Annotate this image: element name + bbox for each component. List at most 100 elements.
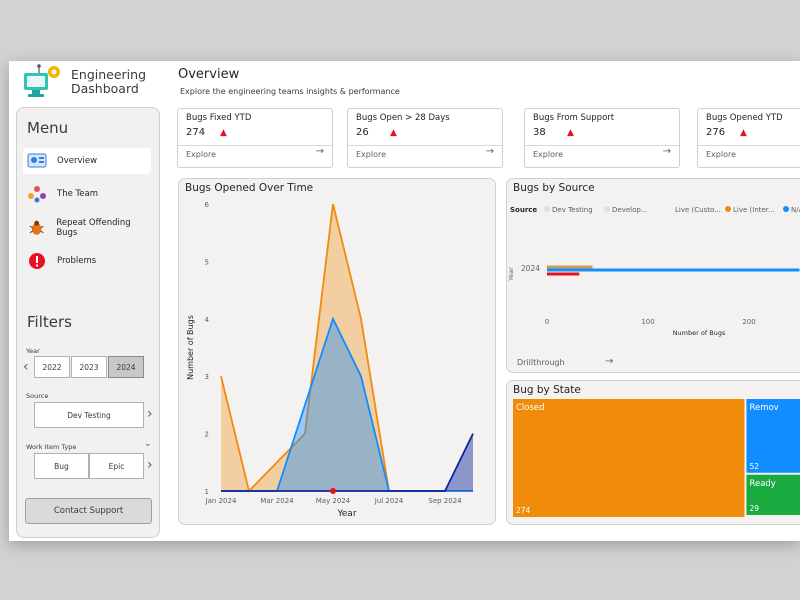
y-tick-label: 2 <box>205 431 209 439</box>
legend-item: Dev Testing <box>552 206 593 214</box>
chevron-left-icon[interactable]: ‹ <box>23 359 29 375</box>
kpi-title: Bugs Opened YTD <box>706 113 783 123</box>
x-tick-label: 100 <box>641 318 654 326</box>
y-tick-label: 4 <box>205 316 210 324</box>
chart-title: Bugs Opened Over Time <box>185 182 314 194</box>
legend-swatch <box>544 206 550 212</box>
kpi-title: Bugs Open > 28 Days <box>356 113 450 123</box>
y-tick-label: 5 <box>205 258 209 266</box>
page-title: Overview <box>178 67 240 82</box>
work-item-filter-label: Work Item Type <box>26 443 77 451</box>
kpi-card-bugs-opened: Bugs Opened YTD 276 ▲ Explore <box>697 108 800 168</box>
data-marker <box>330 488 336 494</box>
team-icon <box>28 186 46 203</box>
app-title: Engineering Dashboard <box>71 67 146 96</box>
engineering-logo-icon <box>24 64 60 97</box>
source-filter-label: Source <box>26 392 49 400</box>
legend-swatch <box>783 206 789 212</box>
y-axis-title: Year <box>507 267 515 282</box>
legend-item: Live (Inter... <box>733 206 775 214</box>
y-tick-label: 6 <box>205 201 210 209</box>
kpi-title: Bugs From Support <box>533 113 615 123</box>
y-tick-label: 3 <box>205 373 209 381</box>
treemap-label: Ready <box>749 479 775 489</box>
bugs-opened-over-time-card: Bugs Opened Over Time 1 2 3 4 5 6 Jan 2024 Mar … <box>178 178 496 525</box>
kpi-value: 276 <box>706 127 726 138</box>
sidebar-item-label: Repeat Offending Bugs <box>56 218 131 238</box>
treemap-value: 274 <box>516 506 531 515</box>
series-line <box>221 433 474 492</box>
legend-swatch <box>667 206 673 212</box>
legend-item: Develop... <box>612 206 648 214</box>
y-tick-label: 2024 <box>521 264 540 273</box>
treemap-value: 52 <box>749 462 759 471</box>
bugs-over-time-chart: 1 2 3 4 5 6 Jan 2024 Mar 2024 May 2024 Jul 2024 Se… <box>186 201 474 519</box>
year-option-2024[interactable]: 2024 <box>108 356 144 378</box>
sidebar: Menu Overview The Team Repeat Offending … <box>16 107 160 538</box>
sidebar-item-label: Problems <box>57 256 97 266</box>
kpi-explore-link[interactable]: Explore <box>186 150 217 159</box>
treemap-value: 29 <box>749 504 759 513</box>
treemap-label: Closed <box>516 403 545 413</box>
x-tick-label: 0 <box>545 318 549 326</box>
kpi-value: 274 <box>186 127 206 138</box>
sidebar-item-label: Overview <box>57 156 98 166</box>
sidebar-item-repeat-offending-bugs[interactable]: Repeat Offending Bugs <box>23 215 151 241</box>
trend-up-icon: ▲ <box>220 128 227 138</box>
menu-title: Menu <box>27 119 69 137</box>
bug-icon <box>29 220 44 235</box>
x-tick-label: May 2024 <box>316 497 351 505</box>
arrow-right-icon[interactable]: → <box>485 146 494 157</box>
contact-support-button[interactable]: Contact Support <box>25 498 152 524</box>
y-tick-label: 1 <box>205 488 209 496</box>
kpi-title: Bugs Fixed YTD <box>186 113 252 123</box>
treemap-label: Remov <box>749 403 778 413</box>
x-axis-title: Number of Bugs <box>673 329 726 337</box>
arrow-right-icon[interactable]: → <box>662 146 671 157</box>
kpi-card-bugs-open: Bugs Open > 28 Days 26 ▲ Explore → <box>347 108 503 168</box>
kpi-value: 26 <box>356 127 369 138</box>
work-item-option-epic[interactable]: Epic <box>89 453 144 479</box>
x-tick-label: 200 <box>742 318 755 326</box>
arrow-right-icon[interactable]: → <box>315 146 324 157</box>
chart-title: Bugs by Source <box>513 182 595 194</box>
x-tick-label: Mar 2024 <box>260 497 294 505</box>
legend-item: N/A <box>791 206 800 214</box>
filters-title: Filters <box>27 313 72 331</box>
source-filter-value[interactable]: Dev Testing <box>34 402 144 428</box>
x-tick-label: Jul 2024 <box>374 497 404 505</box>
sidebar-item-overview[interactable]: Overview <box>23 148 151 174</box>
bugs-by-source-chart: Source Dev Testing Develop... Live (Custo..… <box>507 206 800 367</box>
year-option-2023[interactable]: 2023 <box>71 356 107 378</box>
bar-segment <box>547 268 800 272</box>
legend-item: Live (Custo... <box>675 206 721 214</box>
x-tick-label: Jan 2024 <box>205 497 237 505</box>
alert-icon <box>29 253 45 269</box>
series-area <box>221 318 473 491</box>
page-subtitle: Explore the engineering teams insights &… <box>180 87 400 96</box>
y-axis-title: Number of Bugs <box>186 315 195 380</box>
treemap-tile[interactable] <box>746 399 800 473</box>
chevron-down-icon[interactable]: ⌄ <box>144 439 152 449</box>
dashboard-icon <box>27 153 47 168</box>
bugs-by-source-card: Bugs by Source Source Dev Testing Develop.… <box>506 178 800 373</box>
year-option-2022[interactable]: 2022 <box>34 356 70 378</box>
chevron-right-icon[interactable]: › <box>147 457 153 473</box>
drillthrough-link[interactable]: Drillthrough <box>517 358 565 367</box>
kpi-card-bugs-from-support: Bugs From Support 38 ▲ Explore → <box>524 108 680 168</box>
sidebar-item-team[interactable]: The Team <box>23 181 151 207</box>
chevron-right-icon[interactable]: › <box>147 406 153 422</box>
trend-up-icon: ▲ <box>390 128 397 138</box>
work-item-option-bug[interactable]: Bug <box>34 453 89 479</box>
bar-segment <box>547 272 580 276</box>
app-window: Engineering Dashboard Menu Overview The … <box>9 61 800 541</box>
kpi-explore-link[interactable]: Explore <box>706 150 737 159</box>
treemap-tile[interactable] <box>513 399 745 517</box>
kpi-explore-link[interactable]: Explore <box>356 150 387 159</box>
sidebar-item-problems[interactable]: Problems <box>23 248 151 274</box>
treemap-tile[interactable] <box>746 474 800 515</box>
kpi-value: 38 <box>533 127 546 138</box>
arrow-right-icon[interactable]: → <box>605 356 613 367</box>
x-tick-label: Sep 2024 <box>428 497 462 505</box>
kpi-explore-link[interactable]: Explore <box>533 150 564 159</box>
